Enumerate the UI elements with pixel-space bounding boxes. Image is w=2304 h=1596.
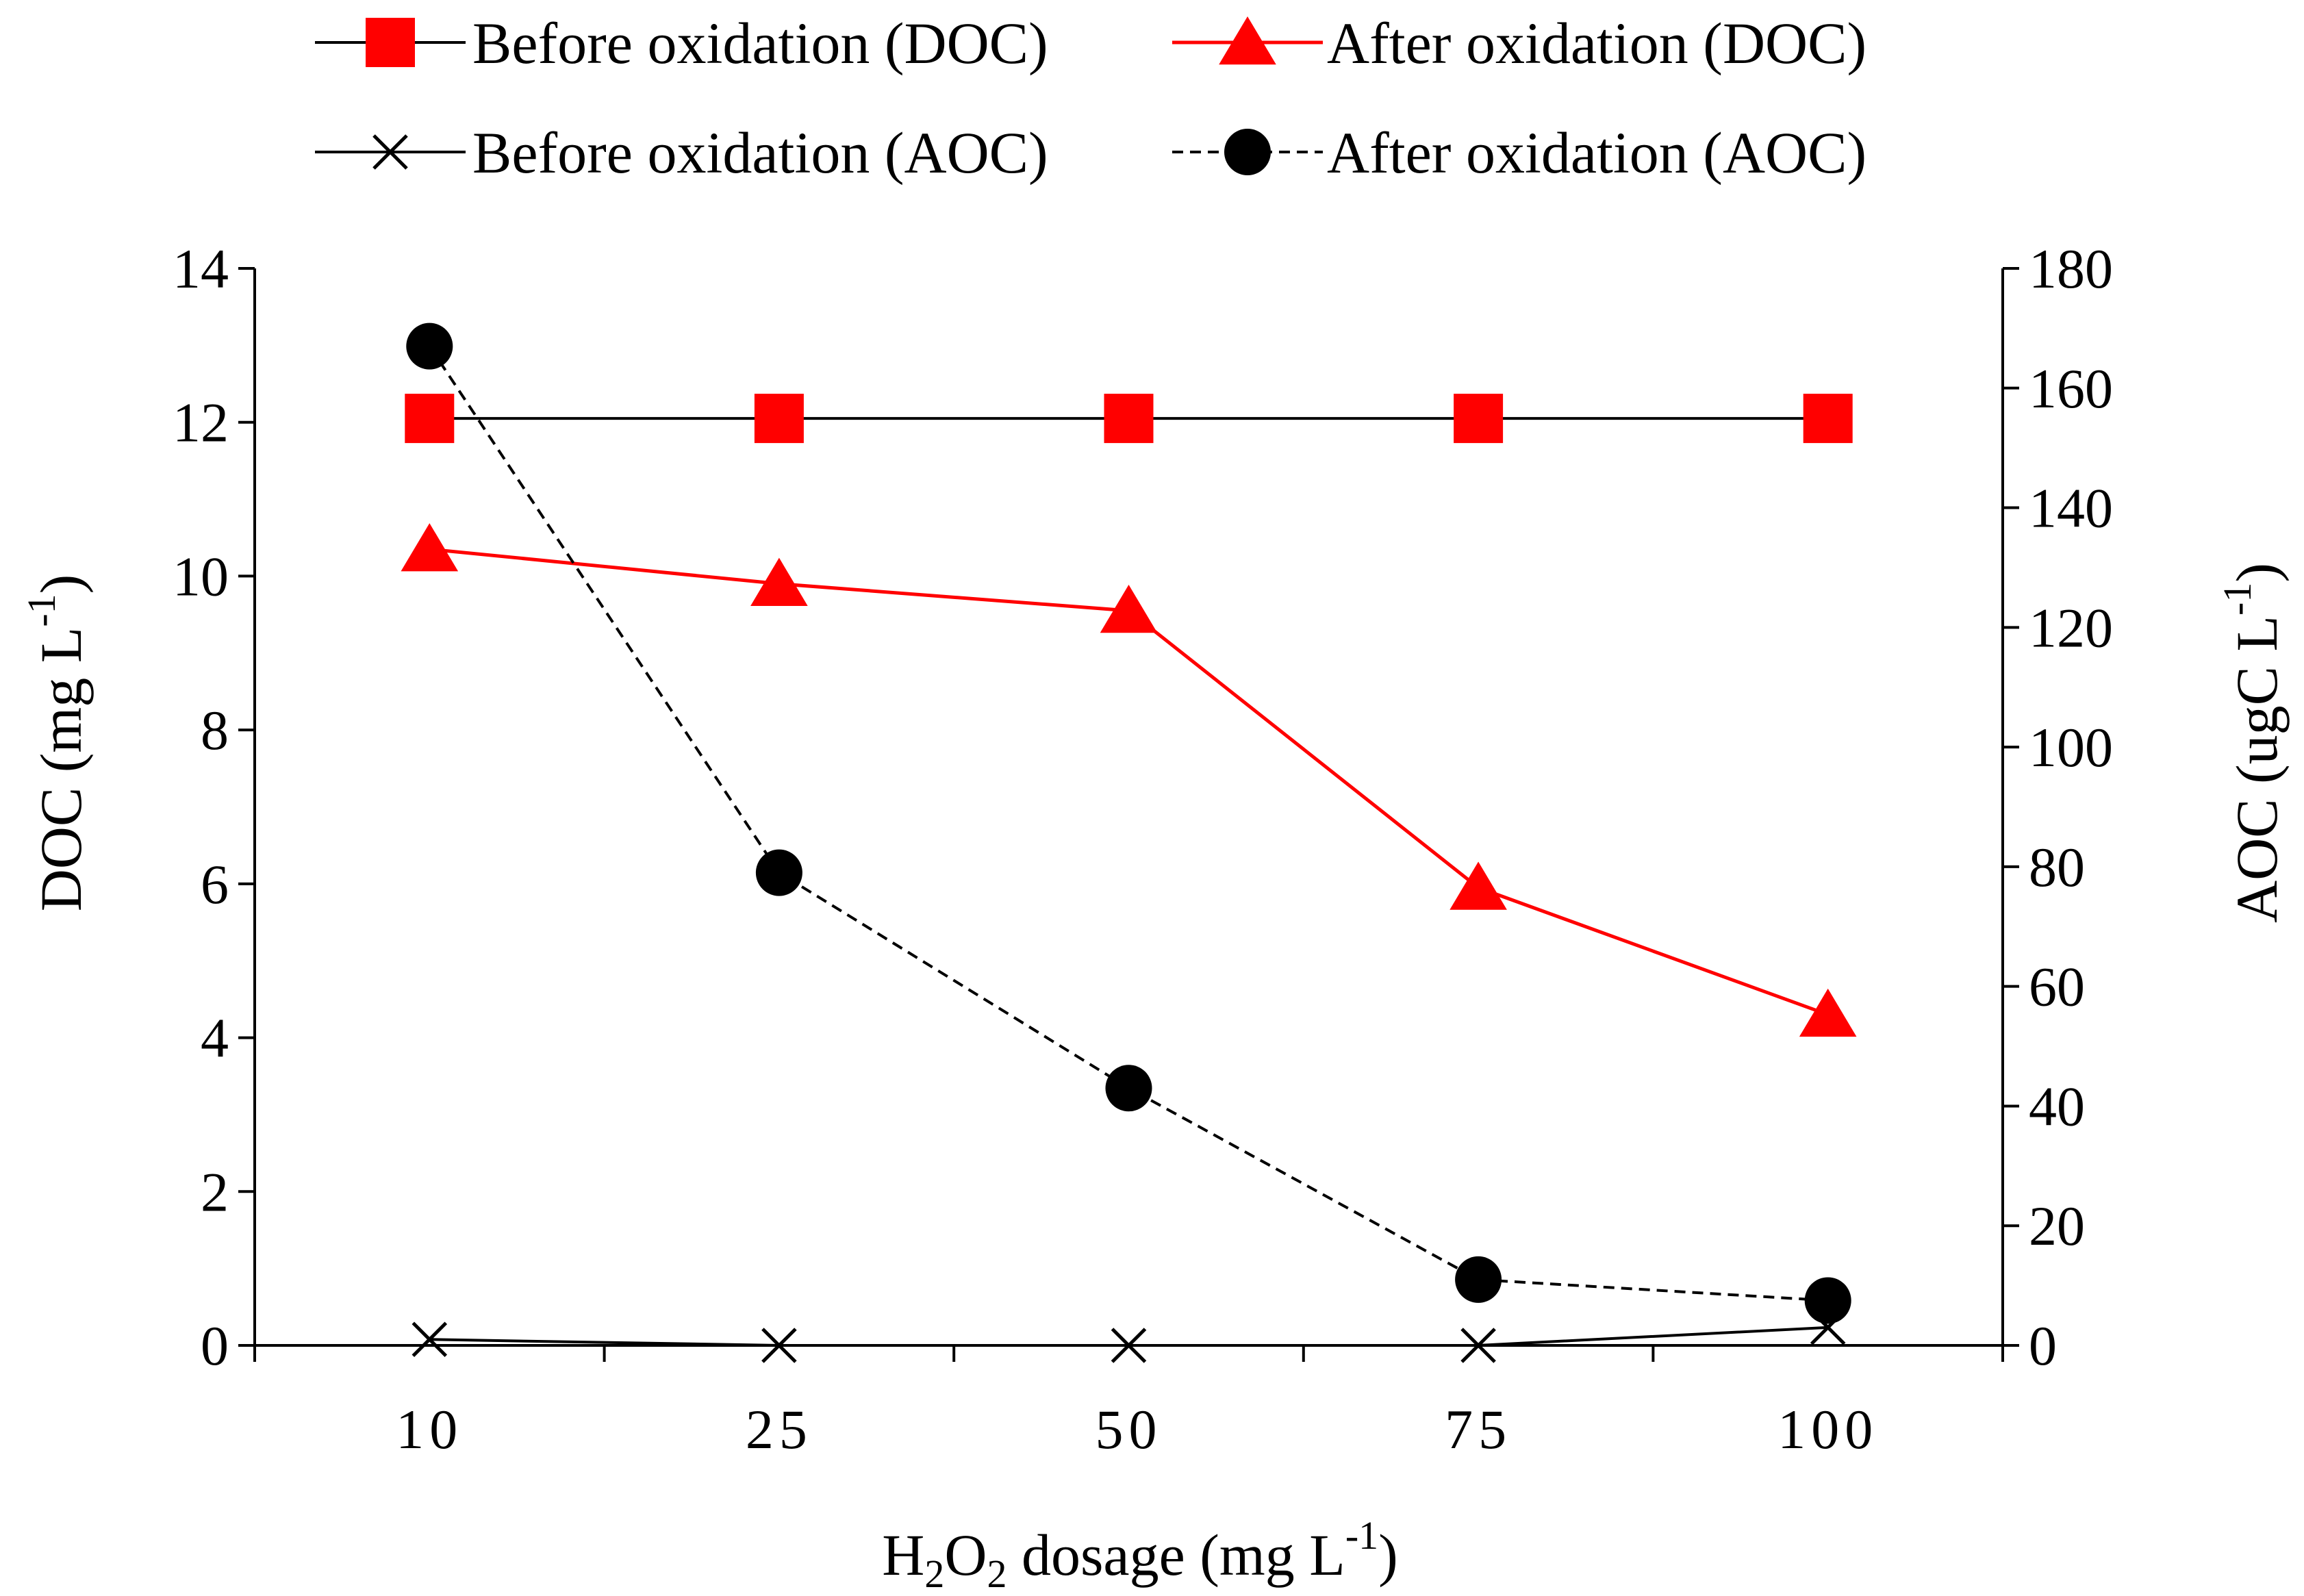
legend-marker-0 xyxy=(366,18,415,67)
x-tick-label: 75 xyxy=(1445,1398,1512,1460)
data-point xyxy=(1104,394,1154,444)
y-right-tick-label: 0 xyxy=(2029,1315,2057,1377)
x-tick-label: 10 xyxy=(396,1398,463,1460)
series-line-3 xyxy=(428,345,1828,1302)
y-right-tick-label: 120 xyxy=(2029,596,2113,659)
legend-label-2: Before oxidation (AOC) xyxy=(472,120,1048,186)
y-left-tick-label: 4 xyxy=(201,1007,229,1069)
legend-marker-1 xyxy=(1219,16,1276,65)
y-left-tick-label: 8 xyxy=(201,699,229,761)
data-point xyxy=(754,394,804,444)
data-point xyxy=(401,523,459,572)
data-point xyxy=(406,322,453,370)
y-left-tick-label: 0 xyxy=(201,1315,229,1377)
legend-label-1: After oxidation (DOC) xyxy=(1327,10,1866,76)
data-point xyxy=(1455,1256,1502,1303)
legend-label-0: Before oxidation (DOC) xyxy=(472,10,1048,76)
y-right-tick-label: 140 xyxy=(2029,477,2113,540)
y-axis-left-title: DOC (mg L-1) xyxy=(19,574,94,912)
legend-label-3: After oxidation (AOC) xyxy=(1327,120,1866,186)
y-right-tick-label: 100 xyxy=(2029,716,2113,778)
y-right-tick-label: 40 xyxy=(2029,1075,2085,1137)
data-point xyxy=(1100,584,1158,633)
data-point xyxy=(1804,1277,1851,1324)
data-point xyxy=(405,394,455,444)
legend: Before oxidation (DOC) After oxidation (D… xyxy=(315,10,1866,186)
y-right-tick-label: 160 xyxy=(2029,357,2113,420)
legend-marker-3 xyxy=(1224,129,1271,175)
data-point xyxy=(755,849,802,896)
x-tick-label: 25 xyxy=(746,1398,813,1460)
y-right-tick-label: 180 xyxy=(2029,238,2113,300)
series-line-2 xyxy=(429,1326,1828,1347)
data-point xyxy=(1460,1328,1496,1363)
data-point xyxy=(1450,861,1507,910)
y-left-tick-label: 12 xyxy=(173,392,229,454)
y-left-tick-label: 14 xyxy=(173,238,229,300)
series-layer xyxy=(401,322,1857,1363)
data-point xyxy=(1454,394,1504,444)
x-tick-label: 100 xyxy=(1777,1398,1878,1460)
y-left-tick-label: 10 xyxy=(173,545,229,607)
data-point xyxy=(1105,1065,1152,1112)
data-point xyxy=(1803,394,1853,444)
data-point xyxy=(750,557,808,606)
y-right-tick-label: 80 xyxy=(2029,836,2085,898)
y-left-tick-label: 2 xyxy=(201,1161,229,1223)
x-axis-title: H2O2 dosage (mg L-1) xyxy=(882,1513,1398,1596)
x-tick-label: 50 xyxy=(1096,1398,1163,1460)
data-point xyxy=(1111,1328,1147,1363)
y-right-tick-label: 60 xyxy=(2029,956,2085,1018)
data-point xyxy=(761,1328,797,1363)
y-left-tick-label: 6 xyxy=(201,853,229,915)
y-right-tick-label: 20 xyxy=(2029,1195,2085,1257)
y-axis-right-title: AOC (ugC L-1) xyxy=(2215,563,2290,923)
legend-marker-2 xyxy=(372,134,408,170)
data-point xyxy=(1799,988,1857,1037)
data-point xyxy=(412,1321,448,1358)
